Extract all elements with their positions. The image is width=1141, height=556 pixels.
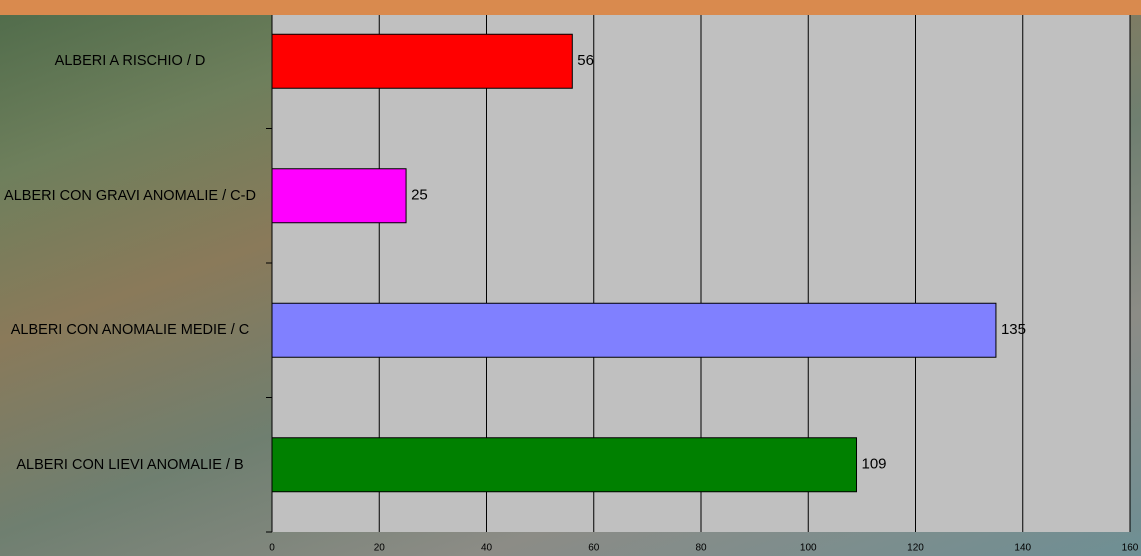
x-tick-label: 20	[374, 543, 386, 554]
value-label: 135	[1001, 321, 1026, 338]
x-tick-label: 160	[1122, 543, 1139, 554]
bar	[271, 168, 407, 224]
header-band	[0, 0, 1141, 15]
x-tick-label: 80	[695, 543, 707, 554]
x-tick-label: 120	[907, 543, 924, 554]
bar	[271, 437, 858, 493]
value-label: 25	[411, 187, 428, 204]
x-tick-label: 100	[800, 543, 817, 554]
x-tick-label: 60	[588, 543, 600, 554]
value-label: 56	[577, 52, 594, 69]
x-tick-label: 0	[269, 543, 275, 554]
y-tick-label: ALBERI A RISCHIO / D	[54, 53, 206, 70]
y-tick-label: ALBERI CON ANOMALIE MEDIE / C	[10, 322, 250, 339]
bar	[271, 302, 997, 358]
bar	[271, 33, 573, 89]
y-tick-label: ALBERI CON LIEVI ANOMALIE / B	[16, 456, 244, 473]
x-tick-label: 140	[1014, 543, 1031, 554]
x-tick-label: 40	[481, 543, 493, 554]
y-tick-label: ALBERI CON GRAVI ANOMALIE / C-D	[4, 187, 256, 204]
value-label: 109	[862, 456, 887, 473]
